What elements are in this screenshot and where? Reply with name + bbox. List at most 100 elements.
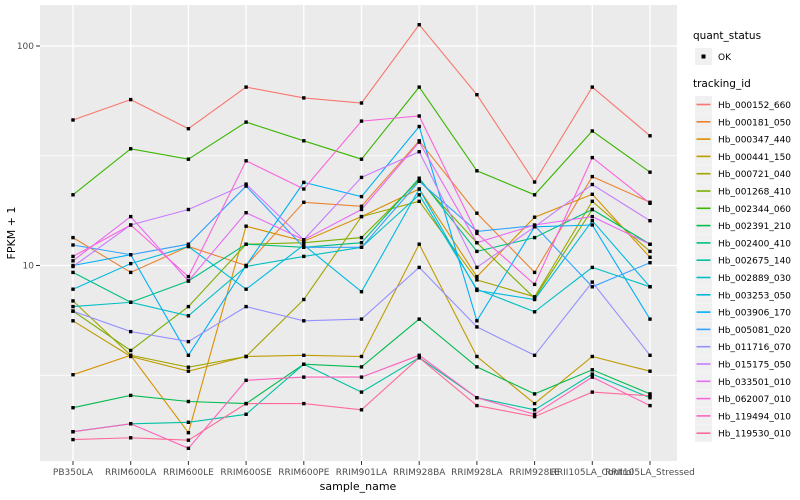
data-point-Hb_005081_020 — [590, 285, 594, 289]
data-point-Hb_002889_030 — [186, 314, 191, 318]
legend-entry: Hb_000721_040 — [695, 165, 791, 183]
data-point-Hb_033501_010 — [590, 214, 594, 219]
legend-entry-label: Hb_002391_210 — [718, 222, 791, 232]
data-point-Hb_119530_010 — [359, 408, 364, 412]
data-point-Hb_002400_410 — [71, 270, 75, 275]
data-point-Hb_119530_010 — [186, 438, 191, 442]
data-point-Hb_015175_050 — [532, 225, 537, 229]
data-point-Hb_011716_070 — [532, 353, 537, 357]
data-point-Hb_033501_010 — [648, 242, 652, 246]
data-point-Hb_119494_010 — [590, 375, 594, 379]
data-point-Hb_002889_030 — [532, 310, 537, 314]
data-point-Hb_002391_210 — [186, 399, 191, 404]
data-point-Hb_033501_010 — [359, 207, 364, 212]
data-point-Hb_033501_010 — [129, 214, 133, 219]
plot-panel — [40, 5, 677, 461]
data-point-Hb_003253_050 — [244, 287, 248, 291]
data-point-Hb_000441_150 — [71, 319, 75, 323]
legend-quant-status-title: quant_status — [693, 30, 761, 42]
data-point-Hb_002344_060 — [244, 120, 248, 124]
legend-entry-label: Hb_001268_410 — [718, 188, 791, 198]
data-point-Hb_119494_010 — [71, 430, 75, 434]
data-point-Hb_000152_660 — [532, 180, 537, 184]
x-tick-label: RRIM600PE — [278, 468, 330, 478]
legend-entry-label: Hb_011716_070 — [718, 343, 791, 353]
data-point-Hb_003253_050 — [71, 287, 75, 291]
x-tick-label: RRIM901LA — [336, 468, 388, 478]
legend-entry: Hb_003253_050 — [695, 286, 791, 304]
x-tick-label: RRIM928LE — [509, 468, 560, 478]
data-point-Hb_119494_010 — [186, 446, 191, 450]
data-point-Hb_000721_040 — [302, 297, 306, 302]
data-point-Hb_000347_440 — [590, 192, 594, 196]
data-point-Hb_002400_410 — [532, 235, 537, 240]
data-point-Hb_015175_050 — [359, 175, 364, 180]
data-point-Hb_000181_050 — [532, 270, 537, 275]
legend-entry: Hb_015175_050 — [695, 355, 791, 373]
data-point-Hb_005081_020 — [186, 242, 191, 246]
data-point-Hb_002400_410 — [244, 242, 248, 246]
data-point-Hb_011716_070 — [244, 304, 248, 309]
data-point-Hb_000152_660 — [417, 23, 421, 27]
data-point-Hb_011716_070 — [475, 325, 479, 329]
legend-entry: Hb_001268_410 — [695, 182, 791, 200]
data-point-Hb_003906_170 — [648, 317, 652, 321]
data-point-Hb_062007_010 — [302, 187, 306, 191]
data-point-Hb_003253_050 — [648, 285, 652, 289]
data-point-Hb_002391_210 — [417, 317, 421, 321]
data-point-Hb_002675_140 — [302, 362, 306, 366]
data-point-Hb_000347_440 — [71, 373, 75, 377]
data-point-Hb_119494_010 — [302, 375, 306, 379]
data-point-Hb_002344_060 — [417, 85, 421, 89]
data-point-Hb_033501_010 — [71, 259, 75, 263]
data-point-Hb_062007_010 — [648, 201, 652, 205]
data-point-Hb_062007_010 — [359, 119, 364, 123]
data-point-Hb_002400_410 — [475, 249, 479, 254]
data-point-Hb_000181_050 — [302, 200, 306, 204]
data-point-Hb_011716_070 — [417, 265, 421, 270]
data-point-Hb_002400_410 — [417, 176, 421, 180]
data-point-Hb_119494_010 — [244, 378, 248, 382]
data-point-Hb_000721_040 — [129, 353, 133, 357]
data-point-Hb_003906_170 — [590, 223, 594, 227]
legend-entry: Hb_119530_010 — [695, 424, 791, 442]
data-point-Hb_015175_050 — [186, 207, 191, 212]
data-point-Hb_005081_020 — [475, 229, 479, 234]
legend-entry-label: Hb_000152_660 — [718, 101, 791, 111]
legend-entry-label: Hb_002344_060 — [718, 205, 791, 215]
data-point-Hb_002391_210 — [475, 365, 479, 369]
data-point-Hb_062007_010 — [186, 274, 191, 279]
data-point-Hb_000181_050 — [590, 174, 594, 179]
data-point-Hb_003253_050 — [532, 297, 537, 302]
data-point-Hb_000181_050 — [475, 211, 479, 215]
data-point-Hb_000721_040 — [417, 199, 421, 203]
data-point-Hb_000347_440 — [532, 215, 537, 219]
data-point-Hb_119530_010 — [71, 437, 75, 442]
data-point-Hb_119530_010 — [590, 390, 594, 394]
legend-entry: Hb_000181_050 — [695, 113, 791, 131]
data-point-Hb_033501_010 — [186, 279, 191, 283]
data-point-Hb_003906_170 — [186, 353, 191, 357]
legend-entry: Hb_002675_140 — [695, 251, 791, 269]
data-point-Hb_000441_150 — [648, 369, 652, 373]
legend-entry-label: Hb_000721_040 — [718, 170, 791, 180]
y-axis-title: FPKM + 1 — [5, 207, 18, 260]
legend-entry-label: Hb_003906_170 — [718, 309, 791, 319]
data-point-Hb_000721_040 — [186, 365, 191, 369]
data-point-Hb_000181_050 — [71, 235, 75, 240]
legend: quant_status OK tracking_id Hb_000152_66… — [693, 30, 791, 442]
data-point-Hb_002391_210 — [532, 392, 537, 396]
legend-entry-label: Hb_119530_010 — [718, 430, 791, 440]
data-point-Hb_119530_010 — [302, 401, 306, 406]
data-point-Hb_003253_050 — [186, 244, 191, 249]
y-axis-tick-labels: 10 100 — [17, 42, 34, 272]
data-point-Hb_002391_210 — [129, 393, 133, 398]
data-point-Hb_001268_410 — [359, 235, 364, 240]
data-point-Hb_011716_070 — [186, 339, 191, 344]
data-point-Hb_000152_660 — [302, 96, 306, 100]
x-axis-tick-labels: PB350LA RRIM600LA RRIM600LE RRIM600SE RRIM60… — [53, 468, 695, 478]
data-point-Hb_000721_040 — [359, 214, 364, 219]
data-point-Hb_002344_060 — [532, 193, 537, 197]
data-point-Hb_003906_170 — [302, 180, 306, 185]
